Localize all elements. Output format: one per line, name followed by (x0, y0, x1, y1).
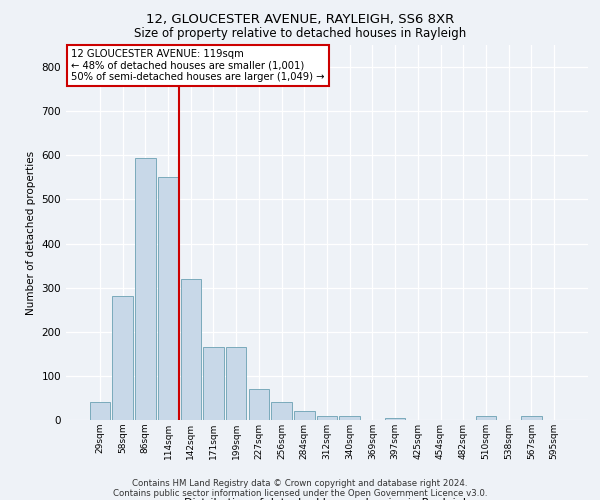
Bar (90, 402, 110, 420)
Text: 12 GLOUCESTER AVENUE: 119sqm
← 48% of detached houses are smaller (1,001)
50% of: 12 GLOUCESTER AVENUE: 119sqm ← 48% of de… (71, 49, 325, 82)
Bar (135, 158, 155, 420)
Bar (521, 416, 542, 420)
Bar (203, 347, 224, 420)
Bar (248, 389, 269, 420)
Text: Size of property relative to detached houses in Rayleigh: Size of property relative to detached ho… (134, 28, 466, 40)
Bar (294, 411, 314, 420)
Bar (226, 347, 247, 420)
Bar (340, 416, 360, 420)
Text: 12, GLOUCESTER AVENUE, RAYLEIGH, SS6 8XR: 12, GLOUCESTER AVENUE, RAYLEIGH, SS6 8XR (146, 12, 454, 26)
Bar (385, 418, 406, 420)
Text: Contains public sector information licensed under the Open Government Licence v3: Contains public sector information licen… (113, 488, 487, 498)
Bar (112, 296, 133, 420)
Bar (317, 416, 337, 420)
X-axis label: Distribution of detached houses by size in Rayleigh: Distribution of detached houses by size … (184, 498, 470, 500)
Bar (181, 279, 201, 420)
Bar (476, 416, 496, 420)
Bar (271, 402, 292, 420)
Bar (158, 178, 178, 420)
Y-axis label: Number of detached properties: Number of detached properties (26, 150, 36, 314)
Text: Contains HM Land Registry data © Crown copyright and database right 2024.: Contains HM Land Registry data © Crown c… (132, 478, 468, 488)
